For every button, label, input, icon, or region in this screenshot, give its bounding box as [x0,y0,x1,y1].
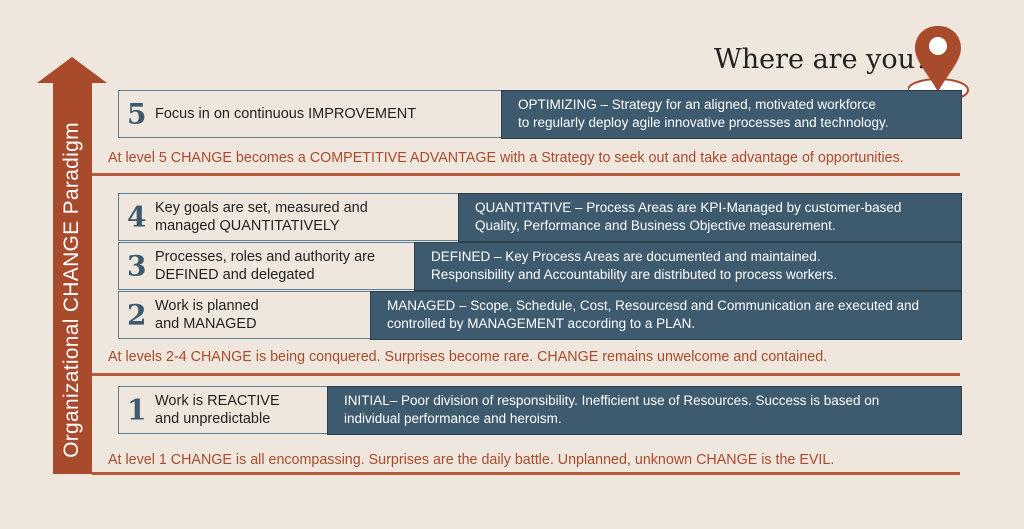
up-arrow-icon [37,57,107,83]
level-description: OPTIMIZING – Strategy for an aligned, mo… [518,97,889,130]
level-4-row: 4 Key goals are set, measured and manage… [118,192,962,242]
level-2-row: 2 Work is planned and MANAGED MANAGED – … [118,290,962,340]
level-number: 2 [127,298,147,332]
levels-2-4-note: At levels 2-4 CHANGE is being conquered.… [108,349,828,365]
level-description-panel: DEFINED – Key Process Areas are document… [414,241,962,291]
paradigm-arrow [53,82,92,474]
axis-label: Organizational CHANGE Paradigm [60,122,83,458]
level-1-note: At level 1 CHANGE is all encompassing. S… [108,452,835,468]
level-number: 1 [127,393,147,427]
level-description-panel: OPTIMIZING – Strategy for an aligned, mo… [501,89,962,139]
level-summary: Work is REACTIVE and unpredictable [155,393,280,427]
level-3-row: 3 Processes, roles and authority are DEF… [118,241,962,291]
level-description-panel: INITIAL– Poor division of responsibility… [327,385,962,435]
level-description: INITIAL– Poor division of responsibility… [344,393,880,426]
level-number: 5 [127,97,147,131]
level-description: QUANTITATIVE – Process Areas are KPI-Man… [475,200,902,233]
level-5-row: 5 Focus in on continuous IMPROVEMENT OPT… [118,89,962,139]
level-summary: Focus in on continuous IMPROVEMENT [155,106,417,122]
level-5-note: At level 5 CHANGE becomes a COMPETITIVE … [108,150,904,166]
divider [92,472,960,475]
level-description-panel: QUANTITATIVE – Process Areas are KPI-Man… [458,192,962,242]
level-description-panel: MANAGED – Scope, Schedule, Cost, Resourc… [370,290,962,340]
level-1-row: 1 Work is REACTIVE and unpredictable INI… [118,385,962,435]
level-summary: Key goals are set, measured and managed … [155,200,368,234]
level-number: 3 [127,249,147,283]
divider [92,373,960,376]
level-summary: Processes, roles and authority are DEFIN… [155,249,376,283]
level-number: 4 [127,200,147,234]
divider [92,173,960,176]
page-title: Where are you? [714,44,930,75]
level-summary: Work is planned and MANAGED [155,298,259,332]
level-description: DEFINED – Key Process Areas are document… [431,249,837,282]
level-description: MANAGED – Scope, Schedule, Cost, Resourc… [387,298,920,331]
